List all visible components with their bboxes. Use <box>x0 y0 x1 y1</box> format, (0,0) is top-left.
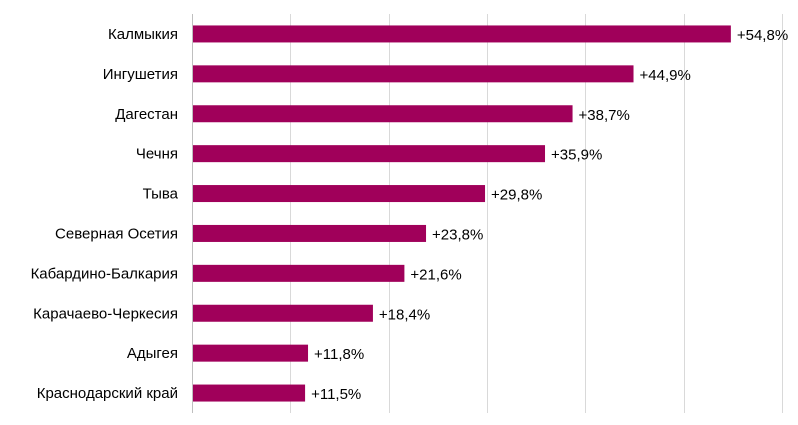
bar <box>192 145 546 163</box>
category-label: Тыва <box>143 186 179 203</box>
category-label: Адыгея <box>127 345 178 362</box>
bar <box>192 105 573 123</box>
category-labels: Калмыкия Ингушетия Дагестан Чечня Тыва Северн… <box>31 26 179 402</box>
bar <box>192 384 306 402</box>
bars <box>192 25 731 402</box>
bar <box>192 185 486 203</box>
category-label: Чечня <box>136 146 178 163</box>
data-label: +29,8% <box>491 187 542 204</box>
bar <box>192 25 731 43</box>
data-label: +35,9% <box>551 147 602 164</box>
value-labels: +54,8% +44,9% +38,7% +35,9% +29,8% +23,8% +21,… <box>311 27 788 403</box>
bar <box>192 224 427 242</box>
data-label: +18,4% <box>379 306 430 323</box>
category-label: Северная Осетия <box>55 225 178 242</box>
category-label: Краснодарский край <box>37 385 178 402</box>
data-label: +23,8% <box>432 226 483 243</box>
category-label: Дагестан <box>115 106 178 123</box>
data-label: +38,7% <box>579 107 630 124</box>
category-label: Кабардино-Балкария <box>31 265 178 282</box>
bar <box>192 264 405 282</box>
category-label: Карачаево-Черкесия <box>33 305 178 322</box>
data-label: +21,6% <box>410 266 461 283</box>
bar <box>192 65 634 83</box>
data-label: +11,8% <box>314 346 364 363</box>
bar <box>192 304 373 322</box>
data-label: +44,9% <box>640 67 691 84</box>
data-label: +11,5% <box>311 386 361 403</box>
bar <box>192 344 309 362</box>
data-label: +54,8% <box>737 27 788 44</box>
category-label: Ингушетия <box>103 66 178 83</box>
category-label: Калмыкия <box>108 26 178 43</box>
